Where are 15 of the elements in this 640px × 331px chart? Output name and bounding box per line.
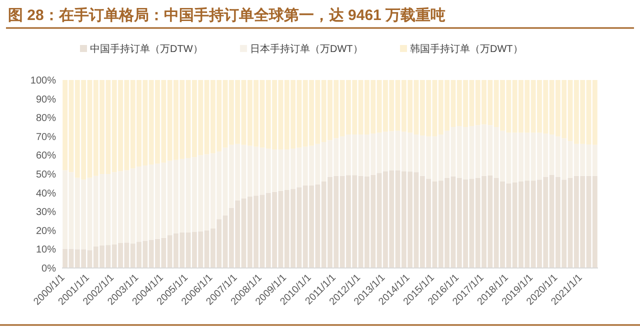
legend-label: 韩国手持订单（万DWT） [410,43,523,55]
y-tick-label: 80% [36,113,56,124]
y-tick-label: 50% [36,170,56,180]
y-tick-label: 30% [36,207,56,218]
legend-label: 日本手持订单（万DWT） [250,43,363,55]
y-tick-label: 10% [36,244,56,256]
y-tick-label: 60% [36,150,56,162]
y-tick-label: 20% [36,226,56,237]
y-tick-label: 100% [30,76,56,86]
y-tick-label: 70% [36,132,56,143]
y-tick-label: 0% [42,264,56,274]
y-tick-label: 90% [36,94,56,106]
chart-title: 图 28：在手订单格局：中国手持订单全球第一，达 9461 万载重吨 [8,7,446,24]
legend-label: 中国手持订单（万DTW） [90,43,203,55]
y-tick-label: 40% [36,188,56,200]
